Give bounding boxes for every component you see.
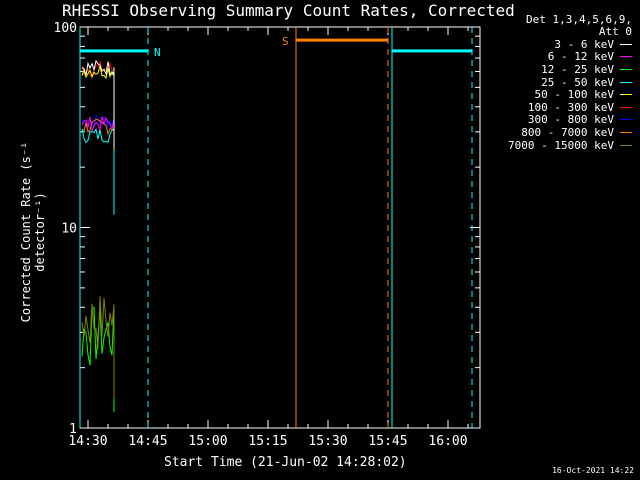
y-tick-label: 10 bbox=[61, 222, 77, 237]
footer-timestamp: 16-Oct-2021 14:22 bbox=[552, 466, 634, 475]
y-tick-label: 1 bbox=[69, 422, 77, 437]
legend-label: 3 - 6 keV bbox=[554, 37, 614, 51]
legend-swatch bbox=[620, 94, 632, 96]
legend-entry: 7000 - 15000 keV bbox=[486, 139, 632, 152]
series-line bbox=[81, 128, 115, 144]
legend-entry: 25 - 50 keV bbox=[486, 76, 632, 89]
legend-swatch bbox=[620, 43, 632, 45]
legend-swatch bbox=[620, 144, 632, 146]
legend-header-line-1: Det 1,3,4,5,6,9, bbox=[526, 13, 632, 26]
x-tick-label: 15:45 bbox=[368, 434, 407, 449]
plot-frame bbox=[79, 26, 481, 429]
series-line bbox=[81, 116, 115, 132]
legend-swatch bbox=[620, 106, 632, 108]
x-tick-label: 15:30 bbox=[308, 434, 347, 449]
legend-label: 800 - 7000 keV bbox=[521, 125, 614, 139]
legend-swatch bbox=[620, 131, 632, 133]
legend-entry: 300 - 800 keV bbox=[486, 113, 632, 127]
legend-swatch bbox=[620, 68, 632, 70]
legend-swatch bbox=[620, 81, 632, 83]
x-tick-label: 14:45 bbox=[128, 434, 167, 449]
legend-entry: 6 - 12 keV bbox=[486, 50, 632, 64]
series-line bbox=[81, 59, 115, 76]
legend-label: 7000 - 15000 keV bbox=[508, 138, 614, 152]
legend-label: 12 - 25 keV bbox=[541, 62, 614, 76]
x-tick-label: 15:15 bbox=[248, 434, 287, 449]
legend-swatch bbox=[620, 56, 632, 58]
series-line bbox=[81, 65, 115, 80]
legend-label: 50 - 100 keV bbox=[534, 88, 614, 102]
legend-label: 100 - 300 keV bbox=[527, 100, 614, 114]
y-tick-label: 100 bbox=[54, 21, 77, 36]
legend-header-line-2: Att 0 bbox=[598, 25, 632, 38]
legend-label: 6 - 12 keV bbox=[547, 50, 614, 64]
legend-label: 25 - 50 keV bbox=[541, 75, 614, 89]
x-tick-label: 14:30 bbox=[68, 434, 107, 449]
legend-label: 300 - 800 keV bbox=[527, 113, 614, 127]
x-tick-label: 15:00 bbox=[188, 434, 227, 449]
legend-entry: 800 - 7000 keV bbox=[486, 126, 632, 139]
legend: Det 1,3,4,5,6,9, Att 0 3 - 6 keV 6 - 12 k… bbox=[486, 13, 632, 152]
chart-title: RHESSI Observing Summary Count Rates, Co… bbox=[62, 1, 515, 20]
series-line bbox=[81, 296, 115, 350]
x-tick-label: 16:00 bbox=[428, 434, 467, 449]
legend-swatch bbox=[620, 119, 632, 121]
legend-entry: 100 - 300 keV bbox=[486, 101, 632, 114]
series-line bbox=[81, 118, 115, 136]
legend-entry: 50 - 100 keV bbox=[486, 88, 632, 101]
y-axis-label: Corrected Count Rate (s⁻¹ detector⁻¹) bbox=[19, 141, 47, 323]
legend-entry: 3 - 6 keV bbox=[486, 38, 632, 51]
x-axis-label: Start Time (21-Jun-02 14:28:02) bbox=[164, 455, 407, 470]
flag-label-s: S bbox=[282, 35, 289, 48]
legend-entry: 12 - 25 keV bbox=[486, 63, 632, 76]
flag-label-n: N bbox=[154, 46, 161, 59]
